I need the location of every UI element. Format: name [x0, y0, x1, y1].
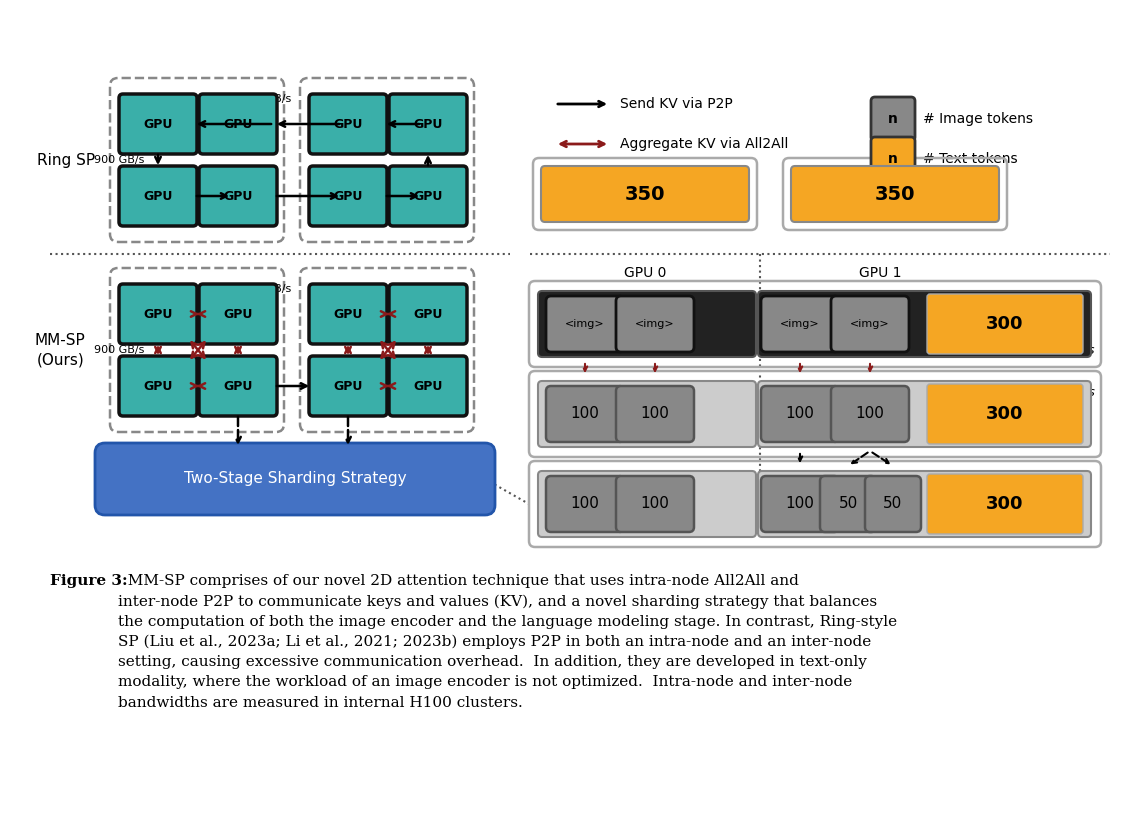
FancyBboxPatch shape — [791, 166, 999, 222]
FancyBboxPatch shape — [616, 476, 694, 532]
Text: 50 GB/s: 50 GB/s — [248, 284, 291, 294]
Text: GPU 0: GPU 0 — [624, 266, 667, 280]
Text: Figure 3:: Figure 3: — [49, 574, 128, 588]
FancyBboxPatch shape — [871, 137, 915, 181]
Text: Ring SP: Ring SP — [37, 152, 96, 168]
Text: 350: 350 — [874, 185, 915, 204]
FancyBboxPatch shape — [119, 284, 197, 344]
Text: <img>: <img> — [850, 319, 890, 329]
Text: <img>: <img> — [635, 319, 674, 329]
Text: n: n — [888, 152, 898, 166]
Text: GPU: GPU — [334, 190, 363, 203]
Text: 100: 100 — [641, 497, 670, 511]
FancyBboxPatch shape — [309, 94, 387, 154]
FancyBboxPatch shape — [96, 443, 495, 515]
Text: 100: 100 — [641, 406, 670, 422]
FancyBboxPatch shape — [389, 284, 466, 344]
FancyBboxPatch shape — [389, 166, 466, 226]
FancyBboxPatch shape — [119, 166, 197, 226]
Text: GPU: GPU — [414, 379, 443, 392]
FancyBboxPatch shape — [546, 476, 624, 532]
FancyBboxPatch shape — [871, 97, 915, 141]
Text: GPU: GPU — [224, 190, 253, 203]
Text: <img>: <img> — [565, 319, 605, 329]
FancyBboxPatch shape — [761, 476, 839, 532]
Text: <img>: <img> — [780, 319, 819, 329]
Text: GPU: GPU — [144, 117, 173, 130]
FancyBboxPatch shape — [758, 471, 1091, 537]
FancyBboxPatch shape — [616, 296, 694, 352]
Text: 50: 50 — [883, 497, 903, 511]
Text: 100: 100 — [855, 406, 885, 422]
FancyBboxPatch shape — [865, 476, 921, 532]
Text: Stage 2: Shard by # tokens: Stage 2: Shard by # tokens — [912, 386, 1095, 399]
FancyBboxPatch shape — [199, 94, 277, 154]
FancyBboxPatch shape — [761, 386, 839, 442]
FancyBboxPatch shape — [546, 386, 624, 442]
Text: GPU: GPU — [144, 190, 173, 203]
FancyBboxPatch shape — [616, 386, 694, 442]
FancyBboxPatch shape — [927, 384, 1084, 444]
Text: 900 GB/s: 900 GB/s — [93, 345, 144, 355]
Text: GPU: GPU — [224, 379, 253, 392]
Text: 50: 50 — [839, 497, 858, 511]
Text: 50 GB/s: 50 GB/s — [248, 94, 291, 104]
FancyBboxPatch shape — [309, 166, 387, 226]
Text: Two-Stage Sharding Strategy: Two-Stage Sharding Strategy — [183, 471, 406, 487]
Text: GPU 1: GPU 1 — [859, 266, 901, 280]
Text: GPU: GPU — [224, 308, 253, 321]
Text: GPU: GPU — [334, 117, 363, 130]
FancyBboxPatch shape — [309, 356, 387, 416]
FancyBboxPatch shape — [389, 94, 466, 154]
Text: GPU: GPU — [224, 117, 253, 130]
Text: n: n — [888, 112, 898, 126]
FancyBboxPatch shape — [927, 294, 1084, 354]
Text: GPU: GPU — [144, 308, 173, 321]
Text: 100: 100 — [786, 406, 815, 422]
Text: # Image tokens: # Image tokens — [923, 112, 1033, 126]
FancyBboxPatch shape — [538, 291, 756, 357]
Text: MM-SP comprises of our novel 2D attention technique that uses intra-node All2All: MM-SP comprises of our novel 2D attentio… — [118, 574, 897, 710]
Text: 300: 300 — [986, 315, 1024, 333]
Text: 300: 300 — [986, 405, 1024, 423]
Text: GPU: GPU — [414, 308, 443, 321]
FancyBboxPatch shape — [119, 356, 197, 416]
Text: GPU: GPU — [414, 117, 443, 130]
FancyBboxPatch shape — [758, 381, 1091, 447]
FancyBboxPatch shape — [758, 291, 1091, 357]
Text: 100: 100 — [571, 497, 599, 511]
Text: 100: 100 — [571, 406, 599, 422]
Text: Stage 1: Shard by # images: Stage 1: Shard by # images — [908, 344, 1095, 357]
FancyBboxPatch shape — [389, 356, 466, 416]
FancyBboxPatch shape — [541, 166, 749, 222]
FancyBboxPatch shape — [821, 476, 876, 532]
Text: Aggregate KV via All2All: Aggregate KV via All2All — [620, 137, 788, 151]
Text: # Text tokens: # Text tokens — [923, 152, 1017, 166]
Text: GPU: GPU — [334, 379, 363, 392]
FancyBboxPatch shape — [309, 284, 387, 344]
FancyBboxPatch shape — [538, 381, 756, 447]
FancyBboxPatch shape — [199, 284, 277, 344]
FancyBboxPatch shape — [538, 471, 756, 537]
Text: 350: 350 — [625, 185, 665, 204]
Text: 100: 100 — [786, 497, 815, 511]
Text: 900 GB/s: 900 GB/s — [93, 155, 144, 165]
FancyBboxPatch shape — [927, 474, 1084, 534]
FancyBboxPatch shape — [761, 296, 839, 352]
FancyBboxPatch shape — [199, 166, 277, 226]
FancyBboxPatch shape — [831, 296, 909, 352]
FancyBboxPatch shape — [831, 386, 909, 442]
FancyBboxPatch shape — [119, 94, 197, 154]
Text: GPU: GPU — [414, 190, 443, 203]
Text: GPU: GPU — [334, 308, 363, 321]
Text: 300: 300 — [986, 495, 1024, 513]
Text: MM-SP
(Ours): MM-SP (Ours) — [34, 333, 85, 367]
Text: Send KV via P2P: Send KV via P2P — [620, 97, 733, 111]
Text: GPU: GPU — [144, 379, 173, 392]
FancyBboxPatch shape — [546, 296, 624, 352]
FancyBboxPatch shape — [199, 356, 277, 416]
